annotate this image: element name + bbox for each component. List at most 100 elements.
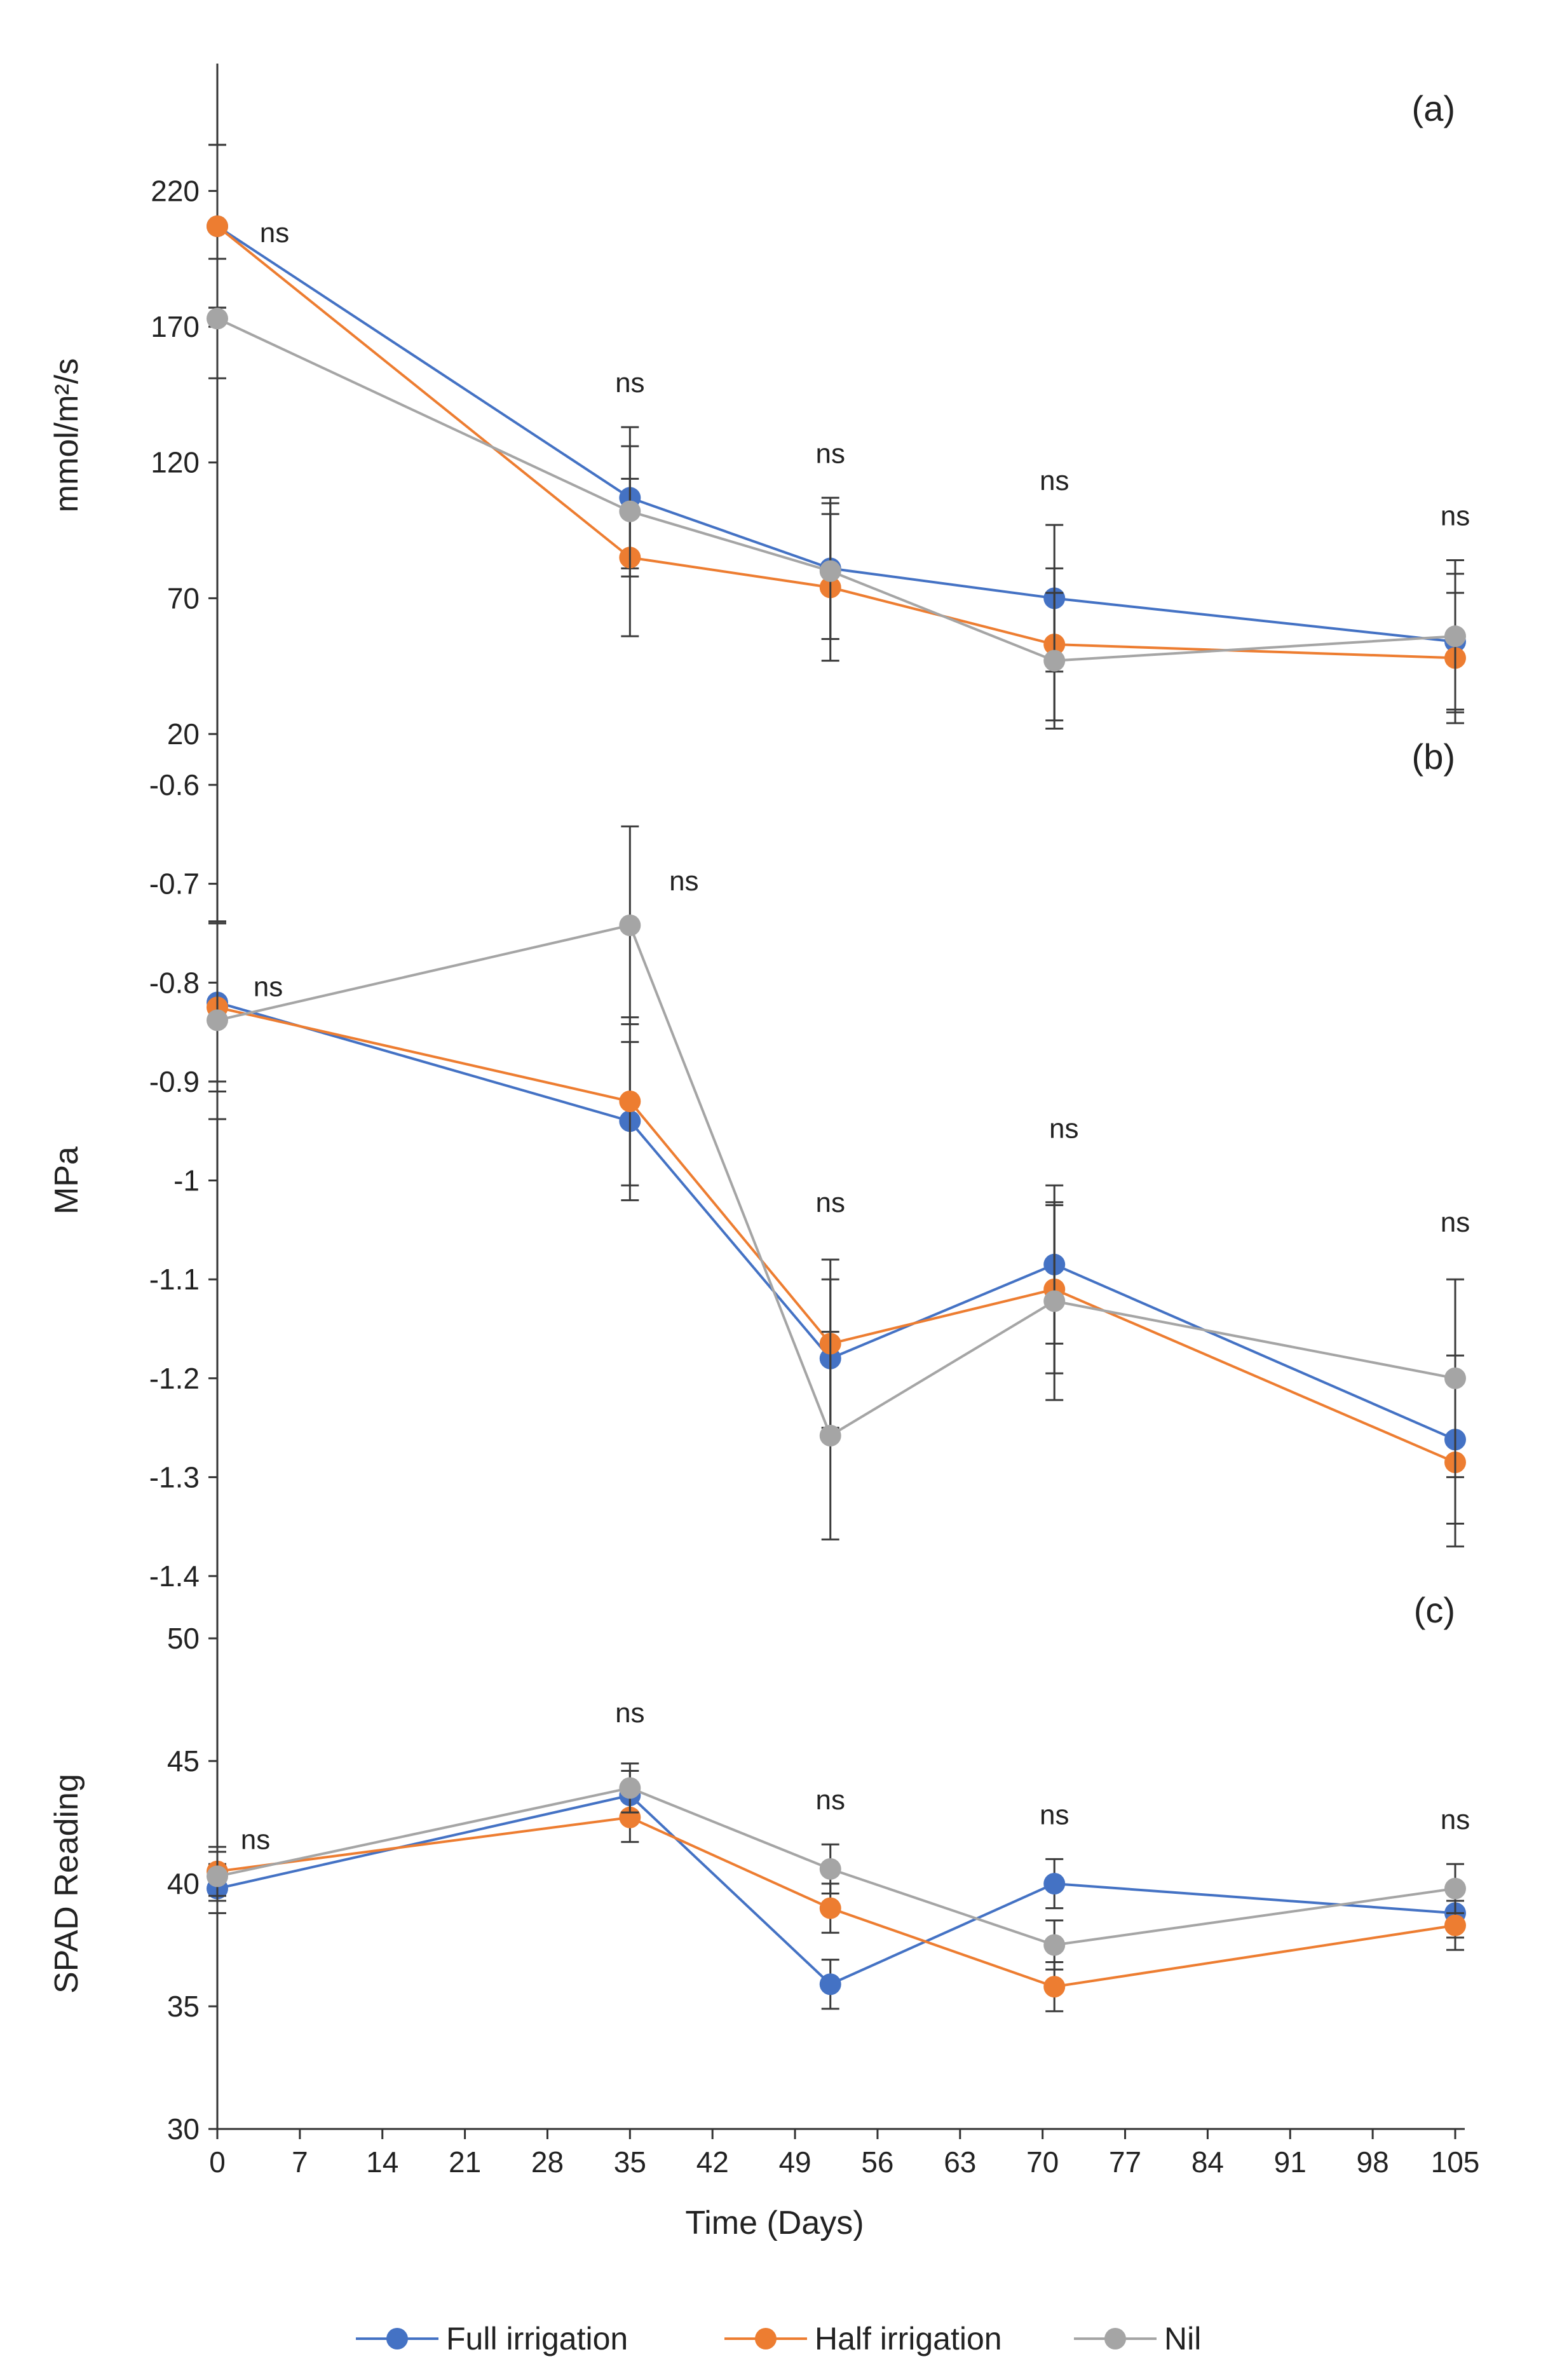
significance-label: ns bbox=[254, 971, 283, 1002]
legend-label: Nil bbox=[1164, 2321, 1201, 2356]
data-point bbox=[1043, 1976, 1066, 1998]
x-tick-label: 56 bbox=[861, 2145, 893, 2179]
y-tick-label: 220 bbox=[151, 174, 200, 207]
x-tick-label: 105 bbox=[1431, 2145, 1480, 2179]
significance-label: ns bbox=[669, 866, 698, 897]
data-point bbox=[207, 215, 228, 237]
y-tick-label: -1 bbox=[173, 1164, 200, 1197]
x-tick-label: 35 bbox=[614, 2145, 646, 2179]
data-point bbox=[207, 1865, 228, 1887]
series-nil bbox=[207, 1762, 1466, 1971]
legend-item: Full irrigation bbox=[356, 2321, 628, 2356]
panel-c: 30 35 40 45 50 0 7 14 21 28 35 42 49 56 63 70 77 84 91 98 10… bbox=[48, 1565, 1479, 2179]
y-tick-label: -0.6 bbox=[149, 768, 200, 801]
y-tick-label: 70 bbox=[167, 581, 200, 615]
x-tick-label: 0 bbox=[209, 2145, 226, 2179]
significance-label: ns bbox=[1441, 1207, 1470, 1238]
series-nil bbox=[207, 825, 1466, 1540]
data-point bbox=[1043, 1934, 1066, 1956]
data-point bbox=[207, 1009, 228, 1031]
x-axis-title-group: Time (Days) bbox=[685, 2205, 864, 2241]
x-tick-label: 14 bbox=[366, 2145, 398, 2179]
panel-a: 20 70 120 170 220 mmol/m²/s (a) ns ns ns ns ns bbox=[48, 64, 1470, 751]
legend-item: Nil bbox=[1074, 2321, 1201, 2356]
data-point bbox=[1444, 625, 1466, 648]
y-tick-label: 50 bbox=[167, 1622, 200, 1655]
legend-label: Half irrigation bbox=[815, 2321, 1002, 2356]
significance-label: ns bbox=[260, 217, 289, 248]
x-tick-label: 98 bbox=[1357, 2145, 1389, 2179]
panel-label: (a) bbox=[1412, 88, 1455, 128]
legend-label: Full irrigation bbox=[446, 2321, 628, 2356]
series-half-irrigation bbox=[207, 922, 1466, 1547]
x-tick-label: 77 bbox=[1109, 2145, 1141, 2179]
significance-label: ns bbox=[615, 367, 644, 398]
x-axis-title: Time (Days) bbox=[685, 2205, 864, 2241]
y-tick-label: 120 bbox=[151, 446, 200, 479]
chart-panels: 2070120170220mmol/m²/s(a)nsnsnsnsns-1.4-… bbox=[48, 64, 1479, 2179]
y-tick-label: -0.8 bbox=[149, 966, 200, 999]
x-tick-label: 63 bbox=[944, 2145, 976, 2179]
significance-label: ns bbox=[815, 1187, 845, 1218]
y-tick-label: 45 bbox=[167, 1744, 200, 1778]
data-point bbox=[619, 500, 641, 522]
significance-label: ns bbox=[815, 1785, 845, 1816]
y-axis-title: MPa bbox=[48, 1146, 85, 1214]
series-line bbox=[217, 1001, 1456, 1441]
x-tick-label: 91 bbox=[1274, 2145, 1307, 2179]
series-nil bbox=[207, 257, 1466, 730]
x-tick-label: 28 bbox=[531, 2145, 564, 2179]
data-point bbox=[207, 308, 228, 330]
data-point bbox=[819, 1973, 841, 1996]
series-line bbox=[217, 317, 1456, 662]
y-axis-title: mmol/m²/s bbox=[48, 358, 85, 513]
significance-label: ns bbox=[815, 438, 845, 469]
data-point bbox=[819, 560, 841, 582]
series-line bbox=[217, 1006, 1456, 1464]
significance-label: ns bbox=[615, 1697, 644, 1729]
series-full-irrigation bbox=[207, 144, 1466, 711]
legend-marker bbox=[1104, 2328, 1126, 2349]
y-tick-label: 20 bbox=[167, 717, 200, 751]
y-axis-title: SPAD Reading bbox=[48, 1774, 85, 1994]
series-half-irrigation bbox=[207, 144, 1466, 724]
legend: Full irrigation Half irrigation Nil bbox=[356, 2321, 1201, 2356]
panel-b: -1.4 -1.3 -1.2 -1.1 -1 -0.9 -0.8 -0.7 -0.6 MPa (b)… bbox=[48, 712, 1470, 1593]
x-tick-label: 7 bbox=[292, 2145, 308, 2179]
data-point bbox=[1444, 1367, 1466, 1389]
data-point bbox=[819, 1425, 841, 1447]
significance-label: ns bbox=[1441, 501, 1470, 532]
panel-label: (b) bbox=[1412, 737, 1455, 777]
x-tick-label: 21 bbox=[449, 2145, 481, 2179]
significance-label: ns bbox=[1441, 1804, 1470, 1835]
data-point bbox=[1444, 1914, 1466, 1936]
y-tick-label: -1.4 bbox=[149, 1560, 200, 1593]
x-tick-label: 84 bbox=[1191, 2145, 1224, 2179]
y-tick-label: 30 bbox=[167, 2112, 200, 2145]
legend-item: Half irrigation bbox=[724, 2321, 1002, 2356]
data-point bbox=[1043, 649, 1066, 672]
data-point bbox=[619, 1777, 641, 1799]
significance-label: ns bbox=[1040, 1799, 1069, 1830]
y-tick-label: 170 bbox=[151, 310, 200, 343]
data-point bbox=[619, 914, 641, 936]
series-line bbox=[217, 1793, 1456, 1986]
legend-marker bbox=[755, 2328, 777, 2349]
x-tick-label: 70 bbox=[1026, 2145, 1059, 2179]
panel-label: (c) bbox=[1414, 1590, 1455, 1630]
data-point bbox=[1444, 1877, 1466, 1900]
x-tick-label: 49 bbox=[778, 2145, 811, 2179]
data-point bbox=[819, 1858, 841, 1880]
x-tick-label: 42 bbox=[696, 2145, 729, 2179]
y-tick-label: -0.7 bbox=[149, 867, 200, 901]
significance-label: ns bbox=[1040, 465, 1069, 496]
data-point bbox=[619, 1091, 641, 1112]
data-point bbox=[1043, 1290, 1066, 1312]
y-tick-label: 40 bbox=[167, 1867, 200, 1900]
y-tick-label: -0.9 bbox=[149, 1065, 200, 1098]
y-tick-label: -1.2 bbox=[149, 1362, 200, 1395]
data-point bbox=[819, 1897, 841, 1919]
legend-marker bbox=[386, 2328, 408, 2349]
significance-label: ns bbox=[241, 1825, 270, 1856]
